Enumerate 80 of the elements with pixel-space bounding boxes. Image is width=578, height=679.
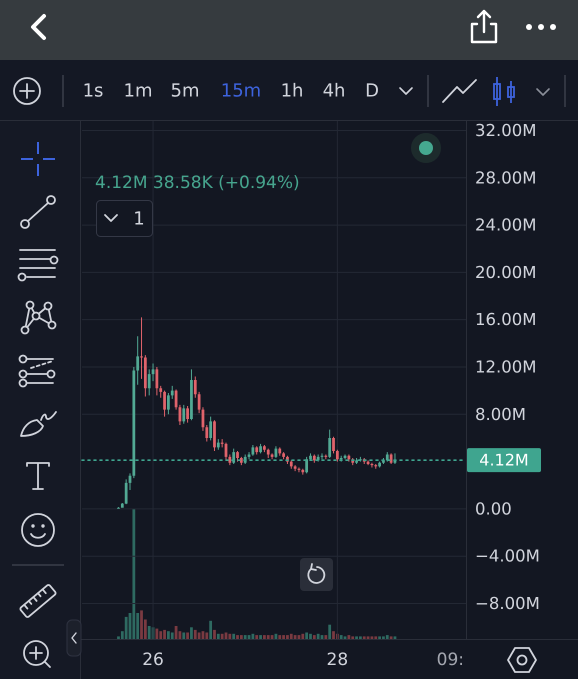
- bar: [224, 632, 228, 639]
- bar: [266, 635, 270, 639]
- bar: [148, 626, 151, 639]
- bar: [205, 632, 208, 639]
- x-tick-label: 28: [326, 650, 348, 670]
- bar: [294, 635, 297, 639]
- y-tick-label: 32.00M: [475, 120, 536, 140]
- bar: [213, 630, 216, 639]
- bar: [255, 635, 258, 639]
- bar: [278, 635, 282, 639]
- bar: [359, 636, 362, 639]
- bar: [236, 635, 239, 639]
- bar: [202, 631, 204, 639]
- bar: [156, 628, 158, 639]
- bar: [124, 616, 128, 639]
- y-tick-label: −8.00M: [475, 594, 540, 614]
- text: 1h: [280, 80, 304, 102]
- text: 1m: [124, 80, 152, 102]
- x-tick-label: 26: [142, 650, 164, 670]
- bar: [382, 636, 385, 639]
- bar: [309, 634, 312, 639]
- y-tick-label: −4.00M: [475, 546, 540, 566]
- bar: [159, 631, 162, 639]
- bar: [332, 631, 335, 639]
- bar: [186, 632, 189, 639]
- candlestick: [320, 453, 324, 460]
- bar: [348, 635, 350, 639]
- bar: [355, 636, 358, 639]
- bar: [248, 635, 250, 639]
- bar: [252, 634, 254, 639]
- y-tick-label: 28.00M: [475, 168, 536, 188]
- bar: [344, 636, 346, 639]
- bar: [298, 635, 300, 639]
- text: 4.12M 38.58K (+0.94%): [95, 173, 300, 193]
- bar: [140, 610, 143, 639]
- bar: [270, 635, 274, 639]
- bar: [182, 632, 186, 639]
- bar: [366, 636, 370, 639]
- bar: [394, 636, 396, 639]
- text: 09:: [436, 650, 464, 670]
- bar: [370, 636, 374, 639]
- y-tick-label: 24.00M: [475, 216, 536, 235]
- bar: [198, 632, 201, 639]
- bar: [324, 635, 328, 639]
- bar: [312, 635, 316, 639]
- bar: [259, 635, 262, 639]
- bar: [305, 632, 308, 639]
- y-tick-label: 20.00M: [475, 262, 536, 282]
- bar: [328, 624, 332, 639]
- text: 5m: [170, 80, 200, 102]
- ref-line-label: 4.12M: [479, 450, 529, 470]
- bar: [163, 630, 166, 639]
- bar: [167, 631, 170, 639]
- annotation: 1: [133, 208, 145, 230]
- text: 15m: [220, 80, 262, 102]
- bar: [274, 634, 278, 639]
- candlestick: [140, 317, 143, 379]
- y-tick-label: 0.00: [475, 499, 512, 518]
- bar: [340, 635, 343, 639]
- bar: [286, 635, 289, 639]
- bar: [263, 635, 266, 639]
- text: 1s: [82, 80, 104, 102]
- bar: [190, 627, 193, 639]
- bar: [282, 635, 285, 639]
- y-tick-label: 12.00M: [475, 357, 536, 376]
- bar: [240, 635, 243, 639]
- bar: [320, 635, 324, 639]
- bar: [386, 635, 389, 639]
- candlestick: [220, 439, 224, 448]
- y-tick-label: 8.00M: [475, 404, 526, 424]
- text: D: [365, 80, 379, 102]
- text: 4h: [322, 80, 346, 102]
- bar: [244, 635, 247, 639]
- candlestick: [298, 468, 300, 472]
- bar: [170, 632, 174, 639]
- y-tick-label: 16.00M: [475, 310, 536, 330]
- bar: [390, 636, 393, 639]
- bar: [209, 620, 212, 639]
- bar: [378, 636, 381, 639]
- bar: [174, 626, 178, 639]
